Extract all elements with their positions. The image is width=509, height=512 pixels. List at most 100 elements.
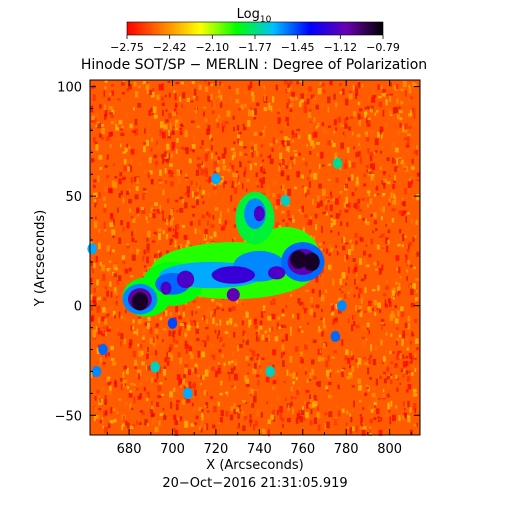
texture-speck <box>355 88 359 96</box>
texture-speck <box>413 330 417 335</box>
texture-speck <box>218 181 222 185</box>
texture-speck <box>409 96 413 100</box>
texture-speck <box>180 146 185 150</box>
texture-speck <box>287 83 291 90</box>
texture-speck <box>201 214 206 219</box>
texture-speck <box>249 388 254 395</box>
texture-speck <box>122 198 125 204</box>
texture-speck <box>402 234 405 242</box>
texture-speck <box>191 310 193 317</box>
texture-speck <box>178 315 182 320</box>
texture-speck <box>174 240 177 248</box>
texture-speck <box>391 208 396 212</box>
texture-speck <box>347 357 351 364</box>
texture-speck <box>213 186 217 189</box>
texture-speck <box>248 354 253 359</box>
texture-speck <box>110 115 114 118</box>
texture-speck <box>219 211 222 218</box>
texture-speck <box>362 325 367 331</box>
texture-speck <box>248 324 251 328</box>
texture-speck <box>186 399 191 403</box>
texture-speck <box>175 210 179 213</box>
texture-speck <box>346 422 348 426</box>
texture-speck <box>361 83 364 88</box>
texture-speck <box>309 139 313 143</box>
texture-speck <box>149 327 153 335</box>
texture-speck <box>122 151 127 154</box>
texture-speck <box>103 90 106 97</box>
texture-speck <box>161 339 164 343</box>
texture-speck <box>378 268 382 275</box>
texture-speck <box>107 97 111 101</box>
texture-speck <box>401 244 404 248</box>
texture-speck <box>97 123 102 129</box>
texture-speck <box>111 229 116 236</box>
texture-speck <box>284 141 288 145</box>
texture-speck <box>150 107 153 112</box>
texture-speck <box>346 410 349 415</box>
texture-speck <box>392 183 395 190</box>
texture-speck <box>313 131 318 138</box>
texture-speck <box>218 89 221 94</box>
texture-speck <box>394 305 397 309</box>
texture-speck <box>363 183 367 187</box>
texture-speck <box>324 412 328 416</box>
texture-speck <box>233 381 237 384</box>
texture-speck <box>223 362 226 367</box>
texture-speck <box>98 228 100 233</box>
texture-speck <box>320 294 325 302</box>
texture-speck <box>340 369 345 372</box>
texture-speck <box>282 360 285 367</box>
texture-speck <box>347 318 350 323</box>
texture-speck <box>284 325 287 328</box>
texture-speck <box>194 363 198 369</box>
texture-speck <box>205 326 209 330</box>
texture-speck <box>127 166 131 172</box>
texture-speck <box>133 331 137 334</box>
texture-speck <box>289 108 293 112</box>
texture-speck <box>146 391 150 398</box>
texture-speck <box>109 144 112 148</box>
texture-speck <box>200 375 202 380</box>
texture-speck <box>148 157 152 164</box>
texture-speck <box>329 369 332 372</box>
texture-speck <box>389 422 392 425</box>
texture-speck <box>347 177 351 182</box>
texture-speck <box>402 81 407 88</box>
texture-speck <box>190 423 195 427</box>
texture-speck <box>214 189 217 196</box>
texture-speck <box>374 181 377 188</box>
texture-speck <box>95 326 98 332</box>
texture-speck <box>317 356 321 362</box>
texture-speck <box>224 121 229 124</box>
texture-speck <box>146 423 149 427</box>
texture-speck <box>358 385 362 391</box>
texture-speck <box>117 98 121 101</box>
texture-speck <box>352 85 355 91</box>
texture-speck <box>233 207 236 212</box>
texture-speck <box>345 355 348 360</box>
texture-speck <box>406 347 409 351</box>
texture-speck <box>137 395 141 400</box>
texture-speck <box>203 315 206 321</box>
texture-speck <box>274 336 279 342</box>
texture-speck <box>398 290 401 294</box>
texture-speck <box>174 429 179 436</box>
texture-speck <box>378 207 383 211</box>
texture-speck <box>215 323 218 326</box>
texture-speck <box>396 421 399 426</box>
texture-speck <box>404 235 407 238</box>
texture-speck <box>118 398 122 401</box>
texture-speck <box>364 264 367 269</box>
texture-speck <box>306 98 310 105</box>
texture-speck <box>154 428 157 432</box>
texture-speck <box>175 340 179 344</box>
texture-speck <box>225 410 229 417</box>
texture-speck <box>298 152 301 156</box>
texture-speck <box>306 309 310 314</box>
texture-speck <box>251 110 255 117</box>
texture-speck <box>228 85 231 90</box>
texture-speck <box>325 204 328 210</box>
texture-speck <box>391 286 394 291</box>
texture-speck <box>151 128 155 132</box>
